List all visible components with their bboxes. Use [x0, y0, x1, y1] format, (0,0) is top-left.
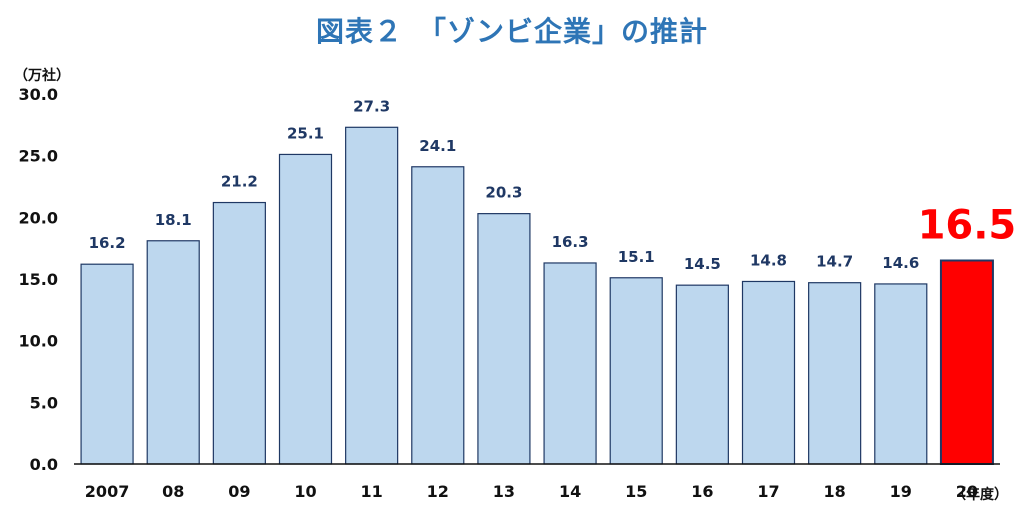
x-tick-label: 12 [427, 482, 449, 501]
x-tick-label: 16 [691, 482, 713, 501]
chart-title: 図表２ 「ゾンビ企業」の推計 [315, 15, 708, 48]
data-label: 16.2 [89, 234, 126, 252]
y-tick-label: 20.0 [19, 208, 58, 227]
x-tick-label: 09 [228, 482, 250, 501]
data-label: 27.3 [353, 97, 390, 115]
data-label: 14.7 [816, 253, 853, 271]
bar [278, 153, 333, 465]
x-tick-label: 15 [625, 482, 647, 501]
bars-layer: 16.2 18.1 21.2 25.1 27.3 24.1 20.3 16.3 15.1 14.5… [80, 97, 1017, 465]
y-tick-label: 10.0 [19, 332, 58, 351]
data-label: 24.1 [419, 137, 456, 155]
x-tick-label: 08 [162, 482, 184, 501]
y-tick-label: 0.0 [30, 455, 58, 474]
x-tick-label: 18 [824, 482, 846, 501]
y-tick-label: 30.0 [19, 85, 58, 104]
data-label: 18.1 [155, 211, 192, 229]
data-label: 20.3 [485, 184, 522, 202]
data-label: 25.1 [287, 124, 324, 142]
y-tick-label: 25.0 [19, 147, 58, 166]
x-tick-label: 10 [294, 482, 316, 501]
bar [477, 213, 531, 465]
y-tick-label: 15.0 [19, 270, 58, 289]
data-label: 14.5 [684, 255, 721, 273]
axis-layer: 0.0 5.0 10.0 15.0 20.0 25.0 30.0 2007 08 09 10 11 12… [19, 85, 1000, 501]
data-label: 15.1 [618, 248, 655, 266]
x-tick-label: 20 [956, 482, 978, 501]
bar-highlight [939, 259, 994, 465]
bar [146, 240, 200, 465]
data-label: 14.6 [882, 254, 919, 272]
bar [345, 126, 399, 465]
x-tick-label: 13 [493, 482, 515, 501]
x-tick-label: 14 [559, 482, 581, 501]
y-axis-unit-label: （万社） [14, 67, 70, 84]
bar [543, 262, 597, 465]
x-tick-label: 19 [890, 482, 912, 501]
x-tick-label: 2007 [85, 482, 130, 501]
bar [212, 201, 266, 465]
bar [80, 263, 134, 465]
bar [609, 277, 663, 465]
bar [741, 280, 796, 465]
data-label: 16.3 [552, 233, 589, 251]
bar [411, 166, 465, 465]
x-axis-unit-label: （年度） [952, 486, 1008, 503]
bar [675, 284, 729, 465]
bar [874, 283, 928, 465]
x-tick-label: 11 [361, 482, 383, 501]
bar [808, 282, 862, 465]
data-label: 14.8 [750, 251, 787, 269]
data-label: 21.2 [221, 173, 258, 191]
x-tick-label: 17 [757, 482, 779, 501]
y-tick-label: 5.0 [30, 393, 58, 412]
data-label-highlight: 16.5 [918, 203, 1017, 249]
